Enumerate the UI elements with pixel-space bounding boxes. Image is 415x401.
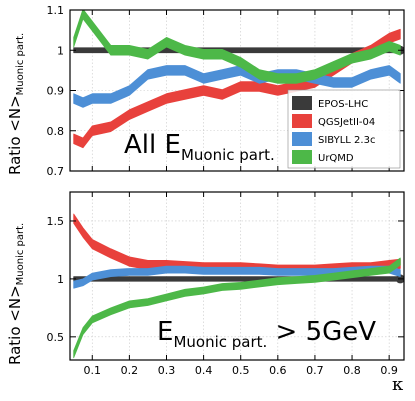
y-tick-label-2: 0.9 xyxy=(47,85,65,98)
bottom-x-ticks: 0.1 0.2 0.3 0.4 0.5 0.6 0.7 0.8 0.9 xyxy=(84,364,398,377)
top-series-bands xyxy=(73,10,404,149)
y-tick-label-4: 1.1 xyxy=(47,4,65,17)
y-tick-label-2: 1.5 xyxy=(47,215,65,228)
x-tick-label-3: 0.4 xyxy=(195,364,213,377)
x-tick-label-2: 0.3 xyxy=(158,364,176,377)
legend: EPOS-LHC QGSJetII-04 SIBYLL 2.3c UrQMD xyxy=(287,89,401,169)
legend-swatch-epos xyxy=(292,96,312,110)
top-annotation: All EMuonic part. xyxy=(124,130,275,164)
legend-swatch-urqmd xyxy=(292,150,312,164)
top-y-axis-label: Ratio <N>Muonic part. xyxy=(6,33,26,175)
x-tick-label-1: 0.2 xyxy=(121,364,139,377)
bottom-y-axis-label: Ratio <N>Muonic part. xyxy=(6,223,26,365)
x-tick-label-6: 0.7 xyxy=(306,364,324,377)
legend-label-urqmd: UrQMD xyxy=(318,153,354,164)
x-tick-label-7: 0.8 xyxy=(343,364,361,377)
y-tick-label-1: 1 xyxy=(57,273,64,286)
bottom-panel: 0.5 1 1.5 0.1 0.2 0.3 0.4 0.5 0.6 0.7 0.8 0.9 Rati… xyxy=(6,191,405,395)
x-tick-label-0: 0.1 xyxy=(84,364,102,377)
x-tick-label-4: 0.5 xyxy=(232,364,250,377)
top-panel: 0.7 0.8 0.9 1 1.1 Ratio <N>Muonic part. All … xyxy=(6,4,405,178)
series-band-urqmd xyxy=(73,10,401,84)
legend-swatch-qgsjet xyxy=(292,114,312,128)
legend-label-epos: EPOS-LHC xyxy=(318,99,368,110)
series-band-qgsjetii-04 xyxy=(73,28,401,149)
legend-label-qgsjet: QGSJetII-04 xyxy=(318,117,375,128)
series-band-sibyll-2-3c xyxy=(73,265,401,289)
bottom-series-bands xyxy=(73,213,404,359)
series-band-urqmd xyxy=(73,257,401,359)
bottom-y-ticks: 0.5 1 1.5 xyxy=(47,192,404,360)
bottom-plot-frame xyxy=(69,191,405,361)
top-y-ticks: 0.7 0.8 0.9 1 1.1 xyxy=(47,4,404,178)
y-tick-label-0: 0.5 xyxy=(47,331,65,344)
y-tick-label-3: 1 xyxy=(57,44,64,57)
legend-label-sibyll: SIBYLL 2.3c xyxy=(318,135,375,146)
series-band-qgsjetii-04 xyxy=(73,213,401,275)
bottom-annotation: EMuonic part. > 5GeV xyxy=(157,317,376,351)
y-tick-label-0: 0.7 xyxy=(47,165,65,178)
x-tick-label-8: 0.9 xyxy=(380,364,398,377)
x-tick-label-5: 0.6 xyxy=(269,364,287,377)
legend-swatch-sibyll xyxy=(292,132,312,146)
x-axis-label: κ xyxy=(392,374,404,395)
y-tick-label-1: 0.8 xyxy=(47,125,65,138)
